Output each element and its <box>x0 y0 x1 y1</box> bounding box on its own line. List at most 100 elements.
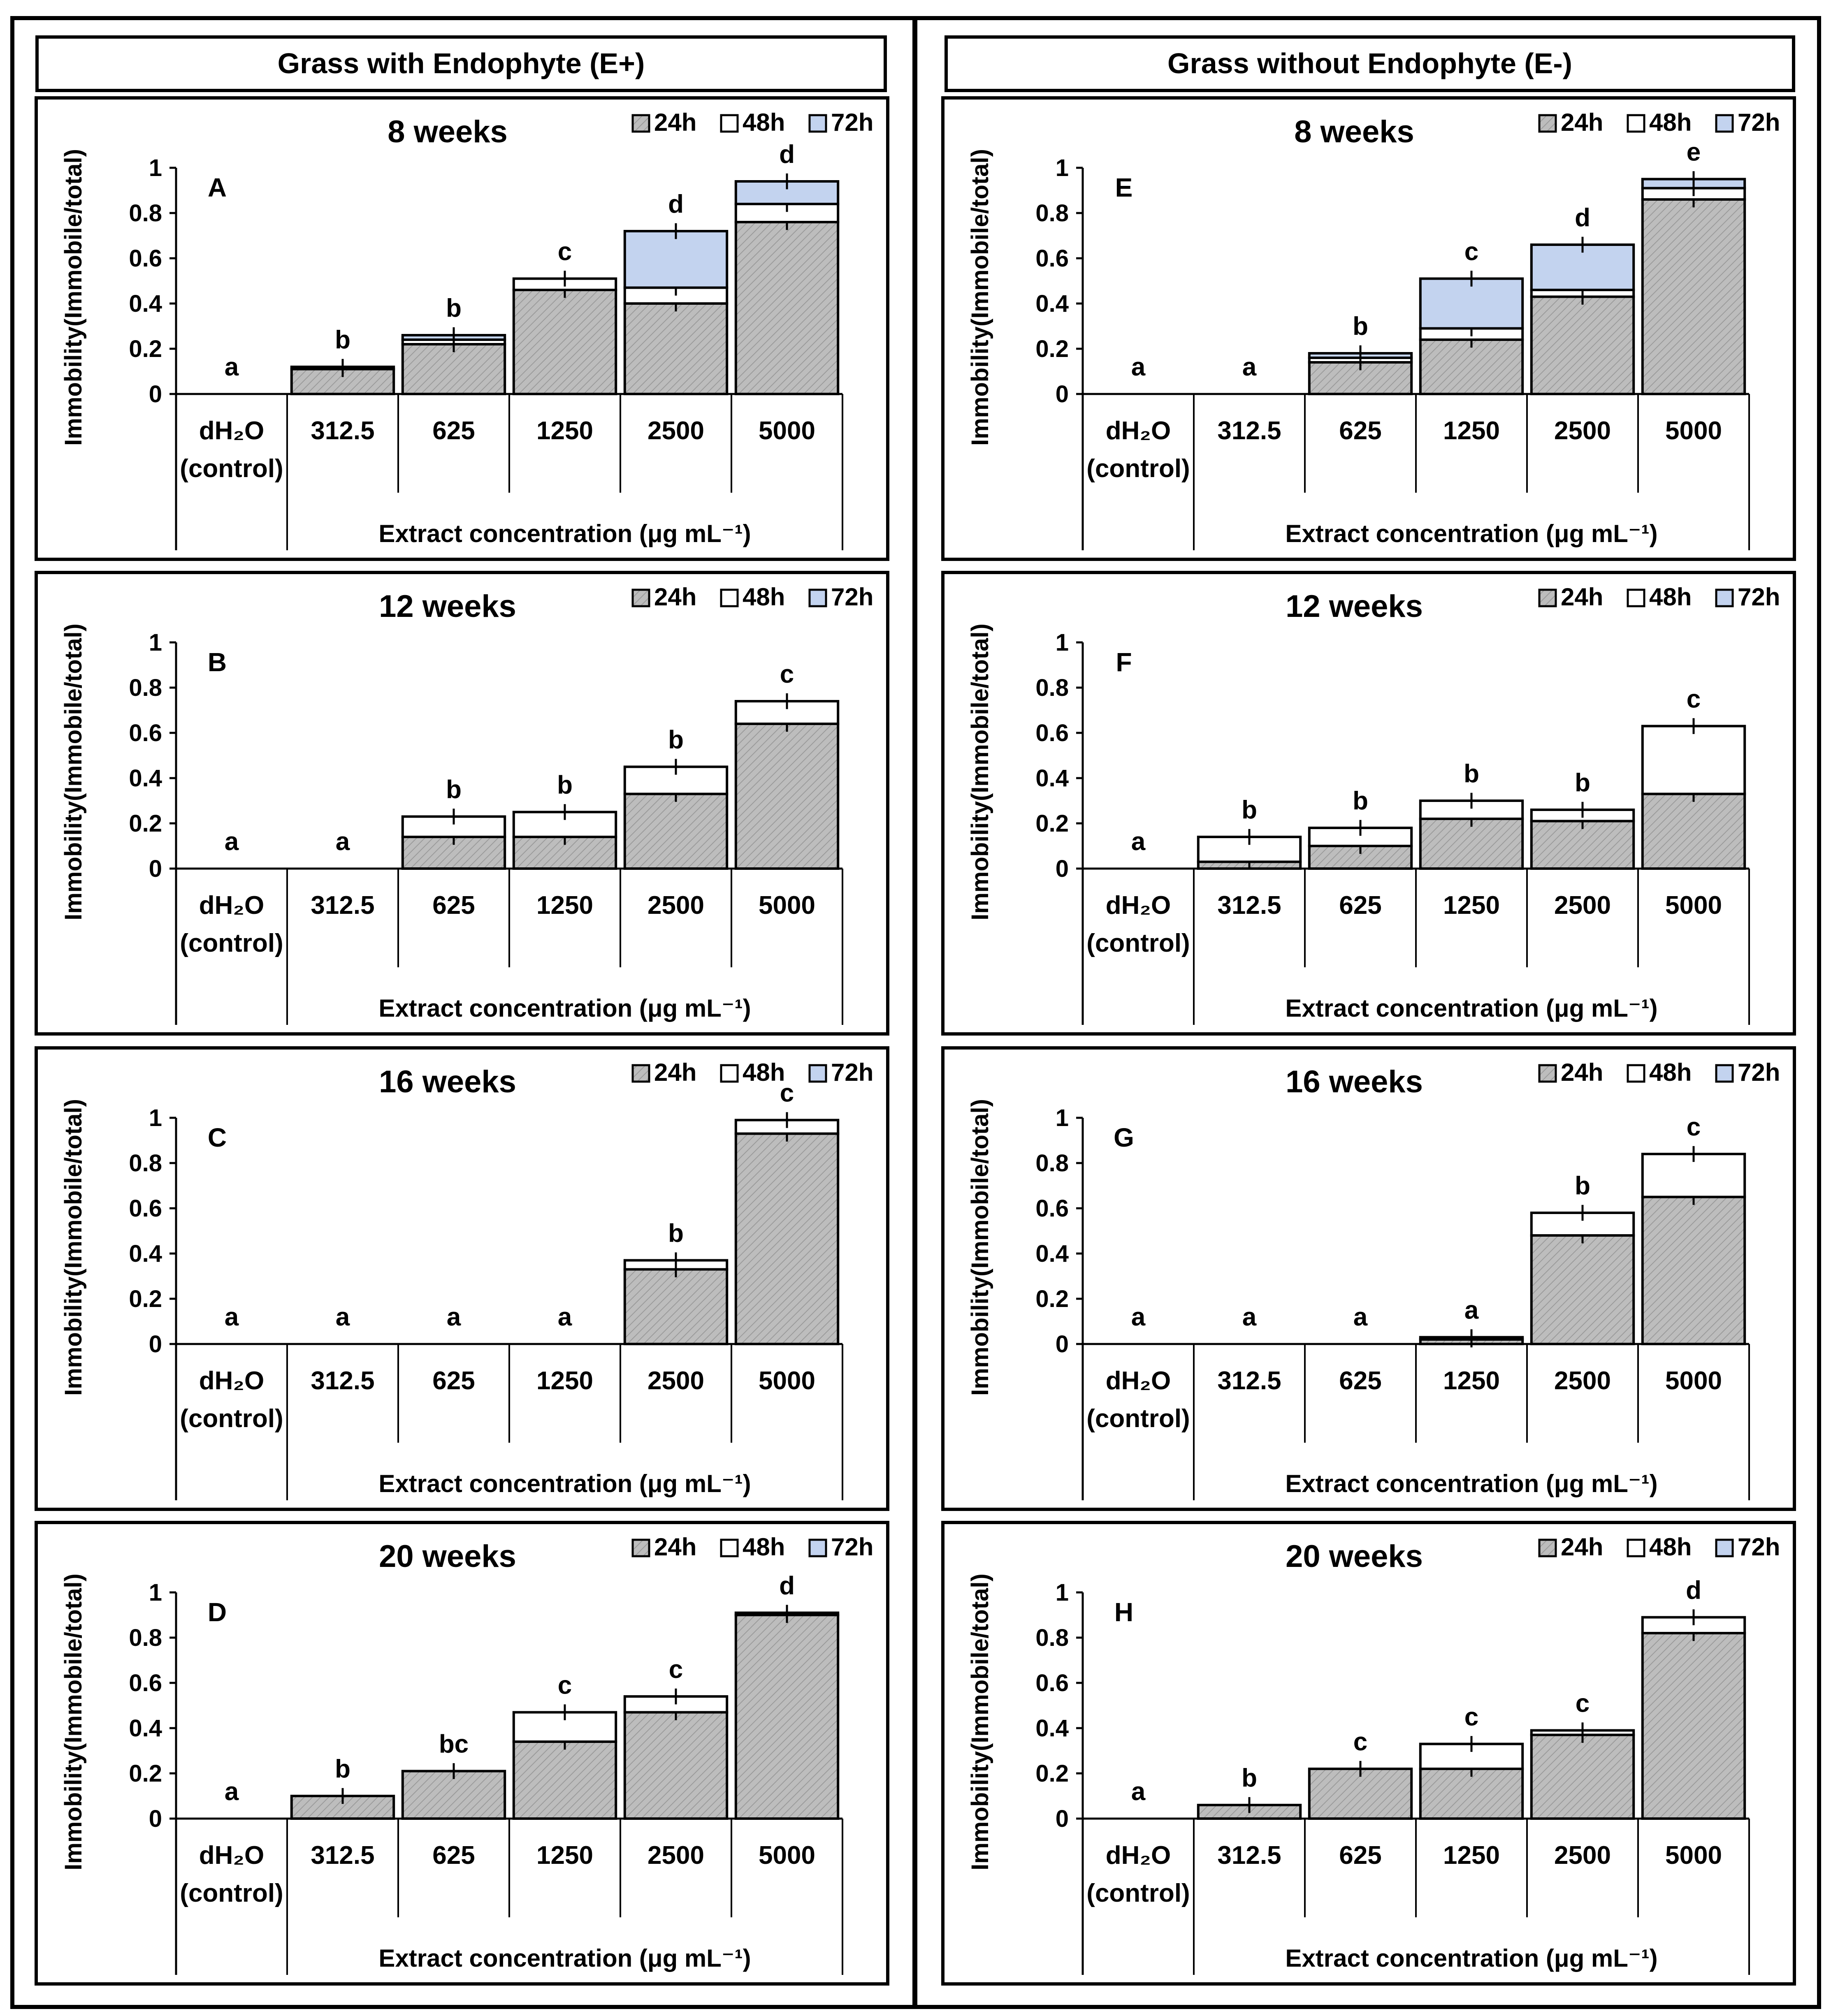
significance-letter: a <box>336 827 350 856</box>
significance-letter: d <box>779 1572 795 1600</box>
column-header-box-left <box>35 35 887 92</box>
panel-d: 20 weeks D 24h 48h 72h 0 0.2 0.4 0.6 0.8 1 Immobili… <box>35 1521 889 1986</box>
x-axis-label: Extract concentration (μg mL⁻¹) <box>1285 1470 1657 1497</box>
legend-swatch-48h <box>720 114 739 133</box>
y-tick-label: 0.2 <box>1035 336 1069 362</box>
x-tick-label: (control) <box>180 929 283 957</box>
panel-e: 8 weeks E 24h 48h 72h 0 0.2 0.4 0.6 0.8 1 Immobilit… <box>941 96 1796 561</box>
bar-24h <box>512 289 617 395</box>
x-tick-label: 625 <box>1339 1841 1381 1870</box>
y-tick-label: 0 <box>149 381 162 408</box>
x-tick-label: 1250 <box>1443 1367 1500 1395</box>
y-tick-label: 0.6 <box>129 245 162 272</box>
y-tick-label: 0.2 <box>1035 810 1069 837</box>
x-tick-label: dH₂O <box>1106 1367 1171 1395</box>
x-tick-label: dH₂O <box>1106 417 1171 445</box>
legend-swatch-72h <box>808 1064 827 1083</box>
legend-label-72h: 72h <box>1738 583 1780 611</box>
significance-letter: b <box>446 294 462 322</box>
panel-f: 12 weeks F 24h 48h 72h 0 0.2 0.4 0.6 0.8 1 Immobili… <box>941 571 1796 1036</box>
x-tick-label: 312.5 <box>1217 1367 1281 1395</box>
panel-c: 16 weeks C 24h 48h 72h 0 0.2 0.4 0.6 0.8 1 Immobili… <box>35 1046 889 1511</box>
legend-swatch-24h <box>631 1064 650 1083</box>
legend-label-24h: 24h <box>1561 109 1603 136</box>
legend: 24h 48h 72h <box>1538 1059 1780 1086</box>
y-tick-label: 0.4 <box>129 1715 162 1742</box>
panel-b: 12 weeks B 24h 48h 72h 0 0.2 0.4 0.6 0.8 1 Immobili… <box>35 571 889 1036</box>
legend-label-24h: 24h <box>654 583 696 611</box>
legend-swatch-72h <box>808 1539 827 1557</box>
legend-label-48h: 48h <box>743 109 785 136</box>
x-axis-label: Extract concentration (μg mL⁻¹) <box>378 520 751 547</box>
legend-swatch-24h <box>631 1539 650 1557</box>
y-tick-label: 0.2 <box>1035 1760 1069 1787</box>
legend-swatch-72h <box>1715 1064 1734 1083</box>
y-tick-label: 0.6 <box>1035 245 1069 272</box>
significance-letter: c <box>1687 1113 1701 1141</box>
significance-letter: b <box>1353 312 1368 341</box>
significance-letter: b <box>1242 1764 1257 1792</box>
panel-letter: B <box>208 647 227 677</box>
legend: 24h 48h 72h <box>631 1533 873 1561</box>
x-tick-label: (control) <box>1086 929 1190 957</box>
significance-letter: a <box>225 353 239 381</box>
significance-letter: a <box>1131 827 1146 856</box>
legend-label-72h: 72h <box>1738 1059 1780 1086</box>
x-tick-label: 2500 <box>647 1841 704 1870</box>
legend-label-48h: 48h <box>743 1059 785 1086</box>
bar-24h <box>734 1132 840 1345</box>
x-axis-label: Extract concentration (μg mL⁻¹) <box>378 1470 751 1497</box>
legend-label-72h: 72h <box>1738 1533 1780 1561</box>
significance-letter: a <box>1131 1303 1146 1331</box>
y-tick-label: 0.4 <box>1035 1715 1069 1742</box>
legend-swatch-24h <box>1538 589 1557 607</box>
x-tick-label: 312.5 <box>1217 417 1281 445</box>
significance-letter: e <box>1687 138 1701 167</box>
bar-24h <box>512 1740 617 1820</box>
panel-a: 8 weeks A 24h 48h 72h 0 0.2 0.4 0.6 0.8 1 Immobilit… <box>35 96 889 561</box>
x-tick-label: 2500 <box>647 417 704 445</box>
legend-swatch-24h <box>631 114 650 133</box>
bar-48h <box>1641 725 1746 795</box>
x-tick-label: 5000 <box>759 417 815 445</box>
y-tick-label: 0.6 <box>1035 1195 1069 1222</box>
panel-title: 20 weeks <box>379 1539 516 1574</box>
legend-swatch-24h <box>1538 1064 1557 1083</box>
legend-swatch-48h <box>720 1539 739 1557</box>
legend-swatch-24h <box>1538 1539 1557 1557</box>
significance-letter: a <box>558 1303 572 1331</box>
x-axis-label: Extract concentration (μg mL⁻¹) <box>1285 520 1657 547</box>
y-tick-label: 0.6 <box>1035 1670 1069 1696</box>
significance-letter: a <box>1464 1296 1479 1325</box>
y-tick-label: 0.8 <box>129 1624 162 1651</box>
panel-title: 12 weeks <box>379 589 516 624</box>
significance-letter: b <box>335 326 350 354</box>
x-tick-label: (control) <box>180 454 283 483</box>
x-tick-label: (control) <box>1086 454 1190 483</box>
bar-24h <box>1419 818 1524 870</box>
y-tick-label: 0 <box>149 1331 162 1358</box>
x-tick-label: 625 <box>1339 891 1381 920</box>
panel-letter: F <box>1116 647 1132 677</box>
legend-swatch-72h <box>1715 589 1734 607</box>
significance-letter: b <box>335 1755 350 1783</box>
y-tick-label: 1 <box>149 629 162 656</box>
y-tick-label: 0.8 <box>129 200 162 227</box>
y-tick-label: 0.2 <box>129 336 162 362</box>
y-axis-label: Immobility(Immobile/total) <box>967 1099 993 1396</box>
significance-letter: b <box>668 1219 684 1248</box>
y-axis-label: Immobility(Immobile/total) <box>60 1573 87 1870</box>
y-tick-label: 0.8 <box>1035 1624 1069 1651</box>
legend: 24h 48h 72h <box>631 583 873 611</box>
bar-24h <box>1641 198 1746 395</box>
significance-letter: c <box>669 1655 683 1684</box>
panel-title: 8 weeks <box>1294 114 1414 149</box>
bar-24h <box>1419 338 1524 395</box>
x-tick-label: (control) <box>1086 1879 1190 1907</box>
legend-swatch-24h <box>1538 114 1557 133</box>
x-tick-label: 312.5 <box>311 1367 374 1395</box>
x-tick-label: 2500 <box>647 891 704 920</box>
significance-letter: b <box>557 771 573 799</box>
x-axis-label: Extract concentration (μg mL⁻¹) <box>1285 1944 1657 1972</box>
chart-panels: 8 weeks A 24h 48h 72h 0 0.2 0.4 0.6 0.8 1 Immobilit… <box>35 96 1796 1986</box>
